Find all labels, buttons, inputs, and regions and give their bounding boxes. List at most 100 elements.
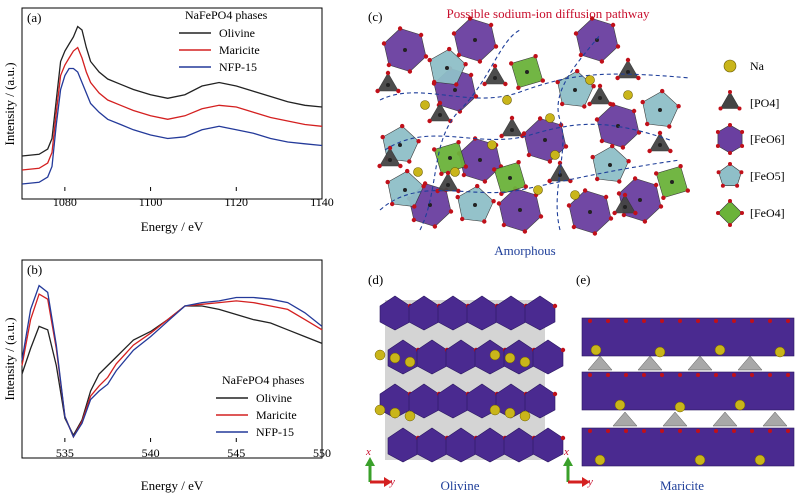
- oxygen-atom: [587, 101, 592, 107]
- oxygen-atom: [678, 164, 683, 169]
- oxygen-atom: [591, 84, 596, 89]
- oxygen-atom: [509, 61, 514, 66]
- oxygen-atom: [416, 139, 421, 144]
- series-line-maricite: [21, 46, 323, 171]
- oxygen-atom: [732, 319, 736, 323]
- po4-tetrahedron: [637, 355, 663, 371]
- oxygen-atom: [475, 183, 480, 189]
- oxygen-atom: [496, 201, 502, 206]
- polyhedron: [379, 147, 401, 167]
- oxygen-atom: [728, 199, 732, 203]
- oxygen-atom: [678, 373, 682, 377]
- oxygen-atom: [552, 391, 558, 397]
- central-atom: [493, 76, 497, 80]
- central-atom: [598, 96, 602, 100]
- oxygen-atom: [595, 176, 600, 182]
- oxygen-atom: [642, 319, 646, 323]
- central-atom: [573, 88, 577, 92]
- axis-y-label: y: [587, 476, 593, 488]
- oxygen-atom: [447, 46, 452, 52]
- na-ion: [502, 95, 512, 105]
- polyhedron: [429, 102, 451, 122]
- oxygen-atom: [457, 109, 463, 114]
- oxygen-atom: [632, 176, 638, 181]
- legend-c-label: [FeO4]: [750, 206, 785, 220]
- axis-x-label: x: [365, 446, 371, 458]
- oxygen-atom: [516, 85, 521, 91]
- feo6-chain: [581, 371, 795, 411]
- oxygen-atom: [768, 373, 772, 377]
- na-ion: [545, 113, 555, 123]
- oxygen-atom: [660, 88, 665, 94]
- na-ion: [420, 100, 430, 110]
- oxygen-atom: [714, 429, 718, 433]
- na-ion: [590, 344, 602, 356]
- oxygen-atom: [423, 54, 429, 59]
- oxygen-atom: [588, 373, 592, 377]
- oxygen-atom: [786, 429, 790, 433]
- oxygen-atom: [647, 148, 652, 154]
- oxygen-atom: [786, 319, 790, 323]
- oxygen-atom: [405, 168, 410, 174]
- oxygen-atom: [380, 134, 385, 140]
- oxygen-atom: [477, 59, 483, 64]
- na-ion: [614, 399, 626, 411]
- series-line-olivine: [21, 25, 323, 157]
- panel-c-title: Possible sodium-ion diffusion pathway: [446, 6, 650, 21]
- central-atom: [510, 128, 514, 132]
- central-atom: [525, 70, 529, 74]
- oxygen-atom: [492, 63, 498, 69]
- oxygen-atom: [737, 106, 742, 111]
- olivine-structure-drawing: xy: [365, 295, 566, 488]
- oxygen-atom: [610, 143, 615, 149]
- oxygen-atom: [492, 167, 497, 172]
- central-atom: [448, 156, 452, 160]
- oxygen-atom: [653, 182, 659, 188]
- axis-x-label: x: [563, 446, 569, 458]
- oxygen-atom: [427, 57, 432, 63]
- po4-tetrahedron: [712, 411, 738, 427]
- oxygen-atom: [501, 222, 507, 228]
- central-atom: [588, 210, 592, 214]
- oxygen-atom: [588, 319, 592, 323]
- oxygen-atom: [460, 216, 465, 222]
- oxygen-atom: [625, 57, 631, 63]
- oxygen-atom: [685, 188, 690, 193]
- oxygen-atom: [454, 82, 459, 87]
- oxygen-atom: [621, 212, 627, 218]
- legend-entry: NFP-15: [256, 425, 294, 439]
- oxygen-atom: [456, 188, 461, 194]
- oxygen-atom: [509, 115, 515, 121]
- oxygen-atom: [739, 170, 744, 175]
- na-ion: [504, 352, 516, 364]
- legend-entry: Maricite: [256, 408, 297, 422]
- central-atom: [623, 205, 627, 209]
- panel-d-label: Olivine: [441, 478, 480, 493]
- po4-tetrahedron-icon: [719, 91, 741, 109]
- oxygen-atom: [537, 116, 543, 121]
- panel-c-amorphous-label: Amorphous: [494, 243, 555, 258]
- polyhedron: [501, 117, 523, 137]
- panel-a-letter: (a): [27, 10, 41, 25]
- oxygen-atom: [696, 373, 700, 377]
- central-atom: [473, 203, 477, 207]
- oxygen-atom: [552, 303, 558, 309]
- oxygen-atom: [728, 151, 732, 155]
- oxygen-atom: [421, 184, 426, 189]
- oxygen-atom: [740, 144, 745, 148]
- oxygen-atom: [387, 145, 393, 151]
- na-ion: [374, 404, 386, 416]
- oxygen-atom: [642, 429, 646, 433]
- na-ion: [489, 404, 501, 416]
- oxygen-atom: [488, 22, 494, 28]
- na-ion: [404, 356, 416, 368]
- oxygen-atom: [654, 171, 659, 176]
- central-atom: [518, 208, 522, 212]
- oxygen-atom: [451, 31, 457, 36]
- oxygen-atom: [377, 163, 382, 169]
- na-ion: [774, 346, 786, 358]
- na-ion: [533, 185, 543, 195]
- feo6-chain: [581, 317, 795, 357]
- oxygen-atom: [560, 435, 566, 441]
- central-atom: [608, 163, 612, 167]
